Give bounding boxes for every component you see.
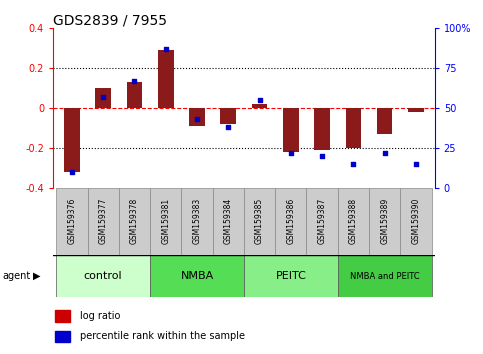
Bar — [158, 50, 173, 108]
Text: GSM159378: GSM159378 — [130, 198, 139, 244]
Bar — [408, 108, 424, 112]
Bar — [252, 104, 268, 108]
Text: ▶: ▶ — [33, 271, 41, 281]
Bar — [150, 188, 181, 255]
Text: GSM159389: GSM159389 — [380, 198, 389, 244]
Text: GSM159387: GSM159387 — [318, 198, 327, 244]
Text: NMBA and PEITC: NMBA and PEITC — [350, 272, 419, 281]
Text: GSM159384: GSM159384 — [224, 198, 233, 244]
Bar — [127, 82, 142, 108]
Bar — [119, 188, 150, 255]
Point — [68, 169, 76, 175]
Point — [193, 116, 201, 122]
Bar — [307, 188, 338, 255]
Text: GSM159388: GSM159388 — [349, 198, 358, 244]
Point — [412, 161, 420, 167]
Text: GSM159377: GSM159377 — [99, 198, 108, 245]
Bar — [55, 310, 71, 321]
Bar — [150, 255, 244, 297]
Point — [256, 97, 263, 103]
Bar — [244, 188, 275, 255]
Point — [318, 153, 326, 159]
Text: GSM159385: GSM159385 — [255, 198, 264, 244]
Bar — [275, 188, 307, 255]
Point — [225, 124, 232, 130]
Text: percentile rank within the sample: percentile rank within the sample — [80, 331, 245, 341]
Text: GSM159376: GSM159376 — [68, 198, 76, 245]
Text: control: control — [84, 271, 123, 281]
Bar — [56, 188, 87, 255]
Bar — [56, 255, 150, 297]
Text: GDS2839 / 7955: GDS2839 / 7955 — [53, 13, 167, 27]
Point — [99, 94, 107, 100]
Bar — [87, 188, 119, 255]
Bar — [64, 108, 80, 172]
Bar — [55, 331, 71, 342]
Point — [381, 150, 388, 155]
Bar — [345, 108, 361, 148]
Text: GSM159386: GSM159386 — [286, 198, 295, 244]
Bar — [369, 188, 400, 255]
Bar — [213, 188, 244, 255]
Text: NMBA: NMBA — [180, 271, 213, 281]
Text: GSM159383: GSM159383 — [193, 198, 201, 244]
Text: log ratio: log ratio — [80, 310, 120, 321]
Bar — [338, 255, 432, 297]
Point — [287, 150, 295, 155]
Bar — [400, 188, 432, 255]
Bar — [283, 108, 298, 152]
Text: agent: agent — [2, 271, 30, 281]
Text: PEITC: PEITC — [275, 271, 306, 281]
Point — [130, 78, 138, 84]
Bar — [244, 255, 338, 297]
Bar — [338, 188, 369, 255]
Bar — [314, 108, 330, 150]
Bar — [189, 108, 205, 126]
Bar — [220, 108, 236, 124]
Text: GSM159381: GSM159381 — [161, 198, 170, 244]
Bar — [181, 188, 213, 255]
Point — [162, 46, 170, 52]
Text: GSM159390: GSM159390 — [412, 198, 420, 245]
Point — [350, 161, 357, 167]
Bar — [95, 88, 111, 108]
Bar — [377, 108, 393, 134]
